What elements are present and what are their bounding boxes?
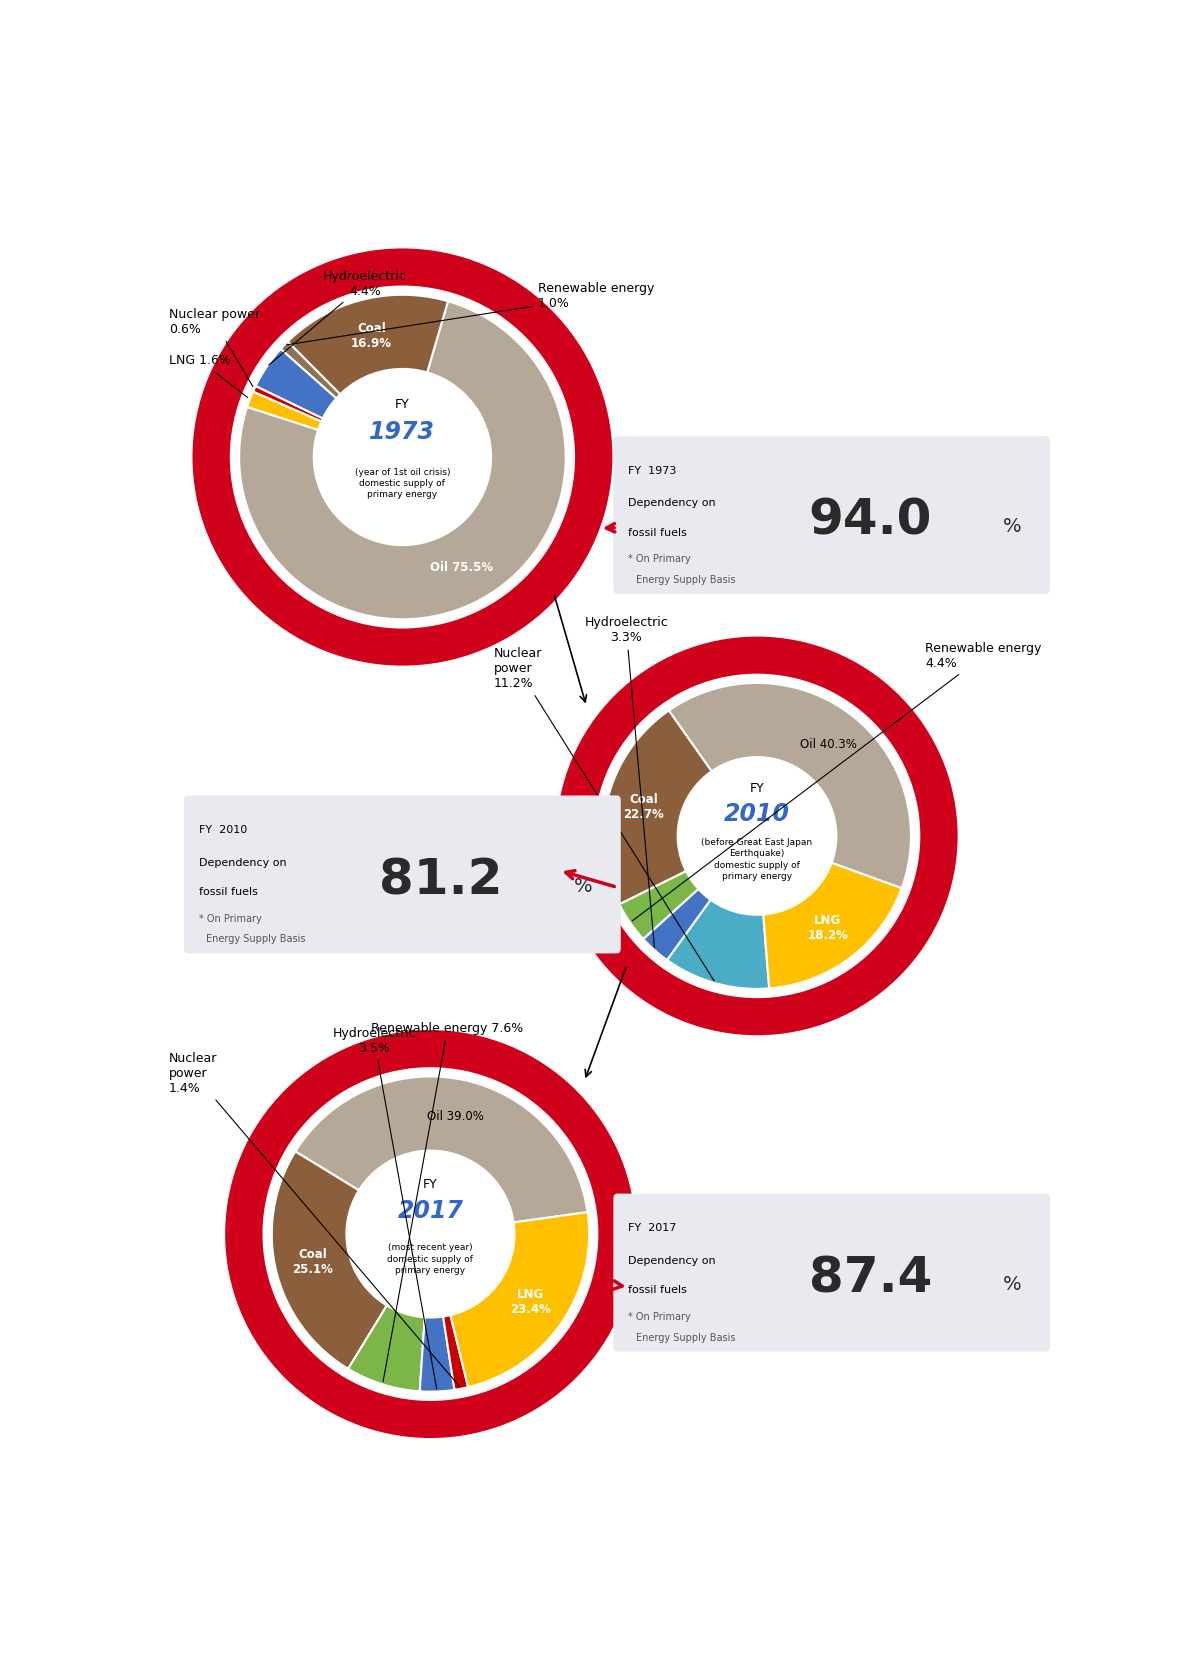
Polygon shape xyxy=(348,1306,425,1391)
Text: FY  2017: FY 2017 xyxy=(628,1223,677,1233)
Polygon shape xyxy=(281,342,341,399)
Text: (most recent year)
domestic supply of
primary energy: (most recent year) domestic supply of pr… xyxy=(388,1243,473,1274)
Text: Coal
16.9%: Coal 16.9% xyxy=(352,322,393,350)
FancyBboxPatch shape xyxy=(613,1194,1050,1351)
Text: %: % xyxy=(573,877,592,896)
Polygon shape xyxy=(603,711,712,904)
Text: Dependency on: Dependency on xyxy=(628,499,716,509)
Text: Renewable energy
4.4%: Renewable energy 4.4% xyxy=(632,642,1041,921)
Text: LNG
23.4%: LNG 23.4% xyxy=(510,1288,551,1316)
Polygon shape xyxy=(643,889,710,961)
Ellipse shape xyxy=(556,637,957,1036)
Text: Hydroelectric
3.5%: Hydroelectric 3.5% xyxy=(332,1027,437,1389)
Text: fossil fuels: fossil fuels xyxy=(199,887,258,897)
Polygon shape xyxy=(288,295,448,394)
Text: FY  2010: FY 2010 xyxy=(199,826,247,836)
Polygon shape xyxy=(253,385,323,422)
Text: * On Primary: * On Primary xyxy=(199,914,261,924)
Text: Oil 40.3%: Oil 40.3% xyxy=(799,737,856,751)
Text: Dependency on: Dependency on xyxy=(199,857,287,867)
Polygon shape xyxy=(619,871,698,939)
Text: Coal
22.7%: Coal 22.7% xyxy=(624,794,665,821)
Text: 2010: 2010 xyxy=(724,802,790,826)
Polygon shape xyxy=(420,1316,454,1391)
Polygon shape xyxy=(669,682,911,889)
Text: Energy Supply Basis: Energy Supply Basis xyxy=(207,934,306,944)
Polygon shape xyxy=(667,899,769,989)
Text: LNG
18.2%: LNG 18.2% xyxy=(807,914,848,942)
Text: %: % xyxy=(1003,517,1021,535)
Ellipse shape xyxy=(225,1031,636,1438)
Polygon shape xyxy=(763,862,902,989)
Ellipse shape xyxy=(262,1068,598,1401)
Text: Dependency on: Dependency on xyxy=(628,1256,716,1266)
Polygon shape xyxy=(272,1151,386,1369)
Text: FY: FY xyxy=(395,397,409,410)
Text: Renewable energy 7.6%: Renewable energy 7.6% xyxy=(372,1022,524,1381)
Polygon shape xyxy=(450,1213,589,1388)
Text: %: % xyxy=(1003,1274,1021,1294)
Text: Energy Supply Basis: Energy Supply Basis xyxy=(636,575,736,585)
Text: FY  1973: FY 1973 xyxy=(628,465,677,475)
Text: Nuclear power
0.6%: Nuclear power 0.6% xyxy=(169,309,260,387)
Text: * On Primary: * On Primary xyxy=(628,554,691,564)
Text: Hydroelectric
4.4%: Hydroelectric 4.4% xyxy=(268,270,407,365)
Polygon shape xyxy=(240,302,566,619)
Text: 94.0: 94.0 xyxy=(809,497,932,545)
Ellipse shape xyxy=(314,369,491,545)
Text: Energy Supply Basis: Energy Supply Basis xyxy=(636,1333,736,1343)
Text: FY: FY xyxy=(750,782,765,796)
Polygon shape xyxy=(255,349,336,419)
Text: Oil 39.0%: Oil 39.0% xyxy=(426,1109,484,1123)
Text: 1973: 1973 xyxy=(370,420,436,444)
Text: Hydroelectric
3.3%: Hydroelectric 3.3% xyxy=(584,617,668,947)
Text: fossil fuels: fossil fuels xyxy=(628,1286,687,1296)
Ellipse shape xyxy=(594,674,920,997)
Text: Oil 75.5%: Oil 75.5% xyxy=(430,560,492,574)
Ellipse shape xyxy=(678,757,837,914)
Text: FY: FY xyxy=(423,1178,438,1191)
Text: (year of 1st oil crisis)
domestic supply of
primary energy: (year of 1st oil crisis) domestic supply… xyxy=(355,467,450,499)
Text: (before Great East Japan
Eerthquake)
domestic supply of
primary energy: (before Great East Japan Eerthquake) dom… xyxy=(702,837,813,881)
Text: Renewable energy
1.0%: Renewable energy 1.0% xyxy=(287,282,654,345)
Ellipse shape xyxy=(347,1151,514,1318)
Polygon shape xyxy=(247,392,321,430)
FancyBboxPatch shape xyxy=(184,796,621,954)
Polygon shape xyxy=(295,1076,588,1223)
Text: Nuclear
power
1.4%: Nuclear power 1.4% xyxy=(169,1053,460,1386)
Text: Coal
25.1%: Coal 25.1% xyxy=(293,1248,334,1276)
Text: 2017: 2017 xyxy=(397,1199,464,1223)
Text: 81.2: 81.2 xyxy=(379,856,503,904)
Text: * On Primary: * On Primary xyxy=(628,1313,691,1323)
Ellipse shape xyxy=(193,249,613,666)
Polygon shape xyxy=(443,1314,468,1389)
FancyBboxPatch shape xyxy=(613,435,1050,594)
Ellipse shape xyxy=(230,285,576,629)
Text: LNG 1.6%: LNG 1.6% xyxy=(169,354,248,397)
Text: 87.4: 87.4 xyxy=(809,1254,932,1303)
Text: fossil fuels: fossil fuels xyxy=(628,527,687,537)
Text: Nuclear
power
11.2%: Nuclear power 11.2% xyxy=(494,647,714,981)
